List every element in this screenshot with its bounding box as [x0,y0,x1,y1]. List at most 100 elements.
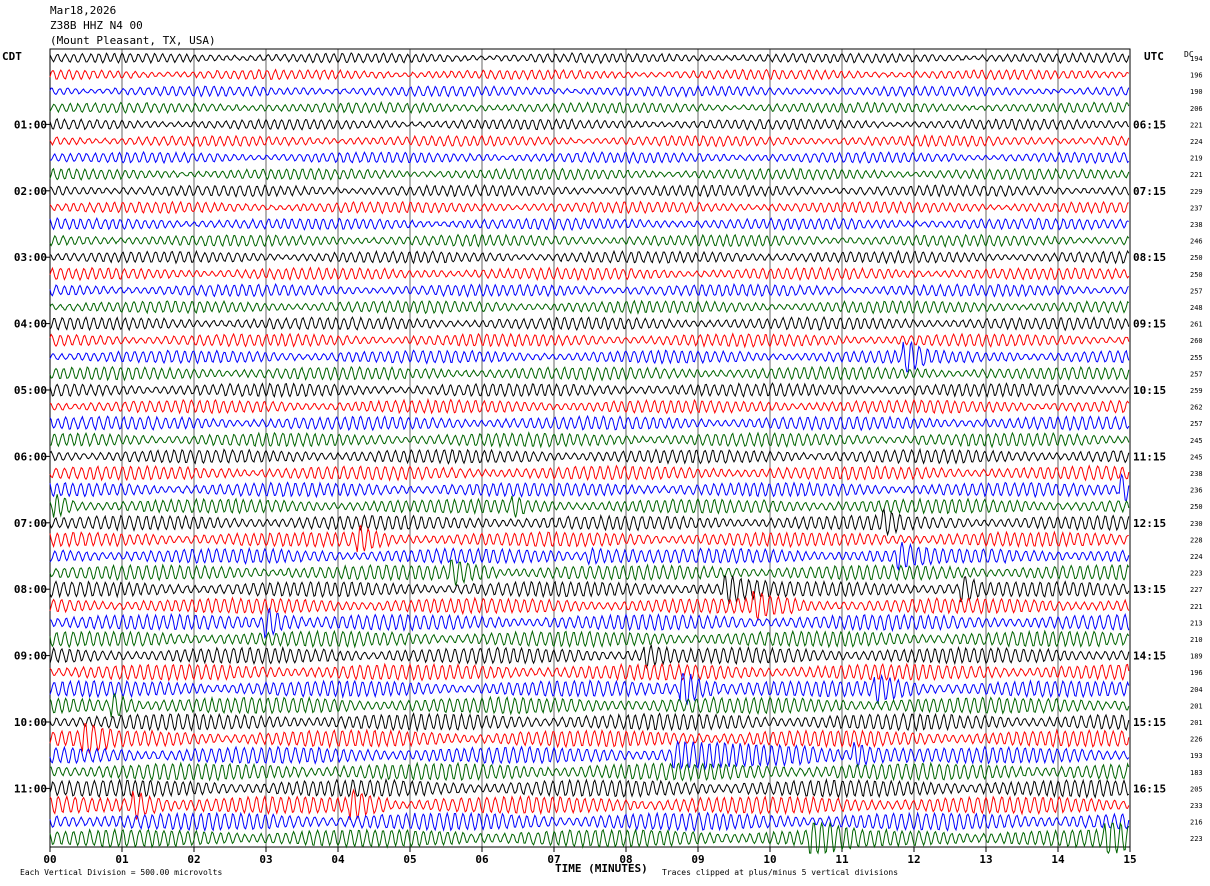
seismic-trace-line [49,134,1130,148]
seismic-trace-line [49,464,1130,482]
right-hour-label: 07:15 [1133,185,1166,198]
dc-offset-value: 213 [1190,619,1203,627]
seismic-trace-line [49,167,1130,181]
seismic-trace-line [49,299,1130,315]
x-tick-label: 03 [259,853,272,866]
dc-offset-value: 230 [1190,520,1203,528]
dc-offset-value: 238 [1190,221,1203,229]
dc-offset-header: DC [1184,50,1194,59]
dc-offset-value: 229 [1190,188,1203,196]
x-tick-label: 13 [979,853,992,866]
x-tick-label: 10 [763,853,776,866]
x-axis-title: TIME (MINUTES) [555,862,648,875]
dc-offset-value: 221 [1190,603,1203,611]
x-tick-label: 09 [691,853,704,866]
seismic-trace-line [49,382,1130,399]
dc-offset-value: 221 [1190,171,1203,179]
dc-offset-value: 237 [1190,204,1203,212]
left-timezone-label: CDT [2,50,22,63]
seismic-trace-line [49,821,1130,855]
dc-offset-value: 204 [1190,686,1203,694]
x-tick-label: 01 [115,853,129,866]
dc-offset-value: 223 [1190,835,1203,843]
dc-offset-value: 196 [1190,669,1203,677]
right-hour-label: 11:15 [1133,450,1166,463]
dc-offset-value: 201 [1190,719,1203,727]
seismic-trace-line [49,316,1130,332]
seismic-trace-line [49,541,1130,572]
dc-offset-value: 250 [1190,503,1203,511]
dc-offset-value: 245 [1190,453,1203,461]
plot-frame [49,48,1131,848]
dc-offset-value: 194 [1190,55,1203,63]
x-tick-label: 06 [475,853,489,866]
dc-offset-value: 245 [1190,437,1203,445]
seismic-trace-line [49,414,1130,432]
seismic-trace-line [49,723,1130,754]
seismic-trace-line [49,607,1130,639]
left-hour-label: 10:00 [14,716,47,729]
seismic-trace-line [49,494,1130,518]
left-hour-label: 06:00 [14,450,47,463]
trace-layer [49,51,1130,855]
dc-offset-value: 193 [1190,752,1203,760]
dc-offset-value: 196 [1190,72,1203,80]
dc-offset-value: 250 [1190,254,1203,262]
seismic-trace-line [49,84,1130,99]
x-tick-label: 14 [1051,853,1065,866]
seismic-trace-line [49,811,1130,833]
seismic-trace-line [49,692,1130,718]
seismic-trace-line [49,761,1130,783]
dc-offset-value: 216 [1190,819,1203,827]
dc-offset-value: 223 [1190,570,1203,578]
seismic-trace-line [49,507,1130,537]
dc-offset-value: 210 [1190,636,1203,644]
seismic-trace-line [49,340,1130,373]
seismic-trace-line [49,777,1130,799]
header-location: (Mount Pleasant, TX, USA) [50,34,216,47]
right-hour-label: 14:15 [1133,650,1166,663]
seismic-trace-line [49,332,1130,349]
left-hour-label: 09:00 [14,650,47,663]
seismic-trace-line [49,447,1130,465]
left-hour-label: 04:00 [14,318,47,331]
x-tick-label: 11 [835,853,849,866]
grid-layer [46,48,1131,852]
right-timezone-label: UTC [1144,50,1164,63]
right-hour-label: 08:15 [1133,251,1166,264]
seismic-trace-line [49,249,1130,265]
x-tick-label: 02 [187,853,200,866]
header-date: Mar18,2026 [50,4,117,17]
x-tick-label: 08 [619,853,632,866]
seismic-trace-line [49,150,1130,165]
seismic-trace-line [49,51,1130,65]
dc-offset-value: 250 [1190,271,1203,279]
left-hour-label: 03:00 [14,251,47,264]
seismic-trace-line [49,117,1130,131]
seismic-trace-line [49,575,1130,604]
x-tick-label: 12 [907,853,920,866]
left-hour-label: 02:00 [14,185,47,198]
left-hour-label: 11:00 [14,782,47,795]
right-hour-label: 16:15 [1133,782,1166,795]
scale-note: Each Vertical Division = 500.00 microvol… [20,868,223,877]
x-tick-label: 04 [331,853,345,866]
seismic-trace-line [49,590,1130,622]
dc-offset-value: 255 [1190,354,1203,362]
seismic-trace-line [49,712,1130,733]
dc-offset-value: 257 [1190,420,1203,428]
dc-offset-value: 221 [1190,121,1203,129]
label-layer: 00 01 02 03 04 05 06 07 08 09 10 11 12 13 14 15 01:00 02:… [14,55,1203,866]
seismic-trace-line [49,673,1130,706]
dc-offset-value: 257 [1190,370,1203,378]
clip-note: Traces clipped at plus/minus 5 vertical … [662,868,899,877]
x-tick-label: 15 [1123,853,1136,866]
dc-offset-value: 236 [1190,487,1203,495]
seismic-trace-line [49,629,1130,649]
seismic-trace-line [49,365,1130,382]
header-station: Z38B HHZ N4 00 [50,19,143,32]
dc-offset-value: 248 [1190,304,1203,312]
seismic-trace-line [49,662,1130,682]
seismic-trace-line [49,644,1130,669]
right-hour-label: 06:15 [1133,118,1166,131]
